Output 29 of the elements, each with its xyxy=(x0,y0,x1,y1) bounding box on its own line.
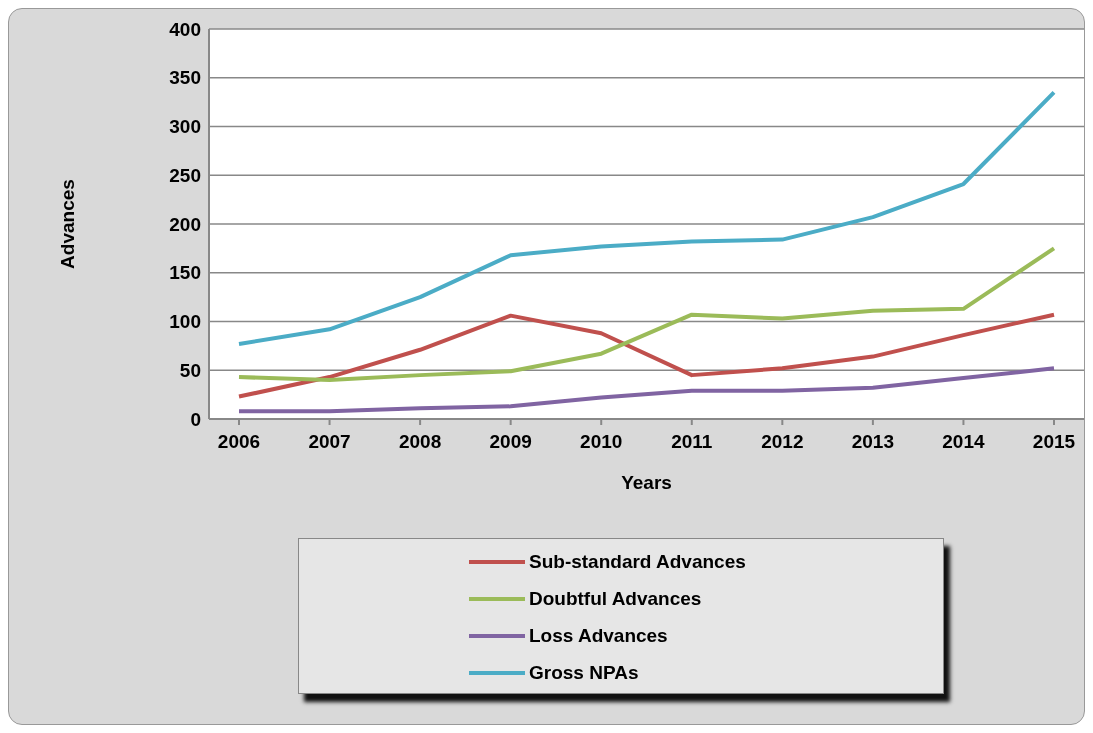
y-tick-label: 400 xyxy=(169,18,201,40)
x-tick-label: 2011 xyxy=(671,431,713,453)
x-tick-label: 2015 xyxy=(1032,431,1076,453)
x-tick-label: 2008 xyxy=(398,431,442,453)
x-tick-label: 2007 xyxy=(308,431,351,453)
y-tick-label: 350 xyxy=(169,67,201,89)
y-tick-label: 200 xyxy=(169,213,201,235)
x-tick-label: 2010 xyxy=(580,431,623,453)
line-series xyxy=(237,366,1056,414)
line-series xyxy=(237,246,1056,382)
x-tick-label: 2013 xyxy=(851,431,895,453)
y-tick-label: 100 xyxy=(169,311,201,333)
legend-label: Doubtful Advances xyxy=(529,587,702,610)
legend-label: Gross NPAs xyxy=(529,661,639,684)
x-axis-title: Years xyxy=(621,472,672,493)
x-tick-label: 2009 xyxy=(489,431,532,453)
y-tick-label: 150 xyxy=(169,262,201,284)
x-tick-label: 2006 xyxy=(217,431,261,453)
x-tick-label: 2012 xyxy=(761,431,804,453)
y-tick-label: 250 xyxy=(169,164,201,186)
line-series xyxy=(237,312,1056,399)
legend-label: Loss Advances xyxy=(529,624,668,647)
y-tick-label: 300 xyxy=(169,116,201,138)
y-axis-title: Advances xyxy=(56,179,78,269)
x-tick-label: 2014 xyxy=(942,431,985,453)
y-tick-label: 50 xyxy=(179,359,201,381)
y-tick-label: 0 xyxy=(190,408,201,430)
legend-label: Sub-standard Advances xyxy=(529,550,746,573)
line-series xyxy=(237,90,1056,346)
